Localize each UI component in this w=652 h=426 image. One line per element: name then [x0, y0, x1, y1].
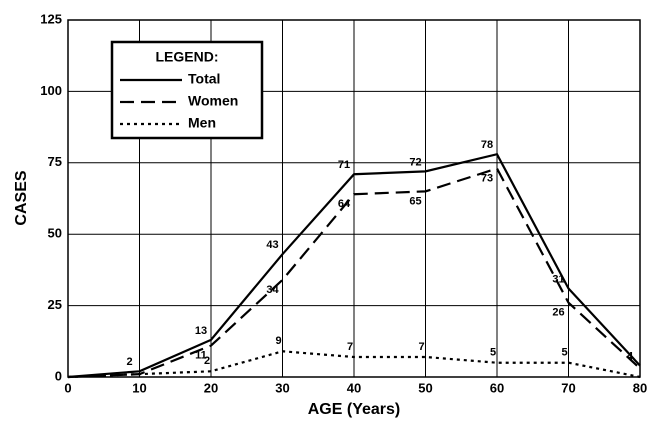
- series-line: [67, 152, 641, 379]
- data-label: 13: [195, 325, 207, 337]
- x-axis-label: AGE (Years): [308, 401, 400, 418]
- series-line: [67, 167, 641, 379]
- legend-title: LEGEND:: [156, 49, 219, 65]
- data-label: 31: [552, 273, 564, 285]
- series-line: [67, 350, 641, 379]
- data-label: 26: [552, 307, 564, 319]
- data-label: 71: [338, 159, 350, 171]
- y-tick-label: 50: [48, 226, 62, 241]
- y-tick-label: 125: [40, 11, 62, 26]
- data-label: 73: [481, 172, 493, 184]
- x-tick-label: 40: [347, 380, 361, 395]
- data-label: 4: [627, 350, 634, 362]
- y-tick-label: 75: [48, 154, 62, 169]
- data-label: 43: [266, 239, 278, 251]
- x-tick-label: 50: [418, 380, 432, 395]
- y-axis-label: CASES: [13, 170, 30, 225]
- data-label: 7: [418, 341, 424, 353]
- y-tick-label: 0: [55, 368, 62, 383]
- data-label: 5: [490, 347, 496, 359]
- x-tick-label: 60: [490, 380, 504, 395]
- data-label: 7: [347, 341, 353, 353]
- data-label: 78: [481, 139, 493, 151]
- data-label: 65: [409, 195, 421, 207]
- x-tick-label: 0: [64, 380, 71, 395]
- legend-box: [110, 40, 264, 140]
- x-tick-label: 30: [275, 380, 289, 395]
- plot-frame: [67, 19, 641, 378]
- x-tick-label: 70: [561, 380, 575, 395]
- data-label: 72: [409, 156, 421, 168]
- data-label: 34: [266, 284, 279, 296]
- y-tick-label: 100: [40, 83, 62, 98]
- data-label: 2: [204, 355, 210, 367]
- data-label: 11: [195, 349, 207, 361]
- x-tick-label: 10: [132, 380, 146, 395]
- x-tick-label: 20: [204, 380, 218, 395]
- legend-label: Women: [188, 93, 238, 109]
- data-label: 5: [561, 347, 567, 359]
- legend-label: Total: [188, 71, 220, 87]
- data-label: 2: [126, 356, 132, 368]
- y-tick-label: 25: [48, 297, 62, 312]
- data-label: 64: [338, 198, 351, 210]
- legend-label: Men: [188, 115, 216, 131]
- data-label: 9: [275, 335, 281, 347]
- x-tick-label: 80: [633, 380, 647, 395]
